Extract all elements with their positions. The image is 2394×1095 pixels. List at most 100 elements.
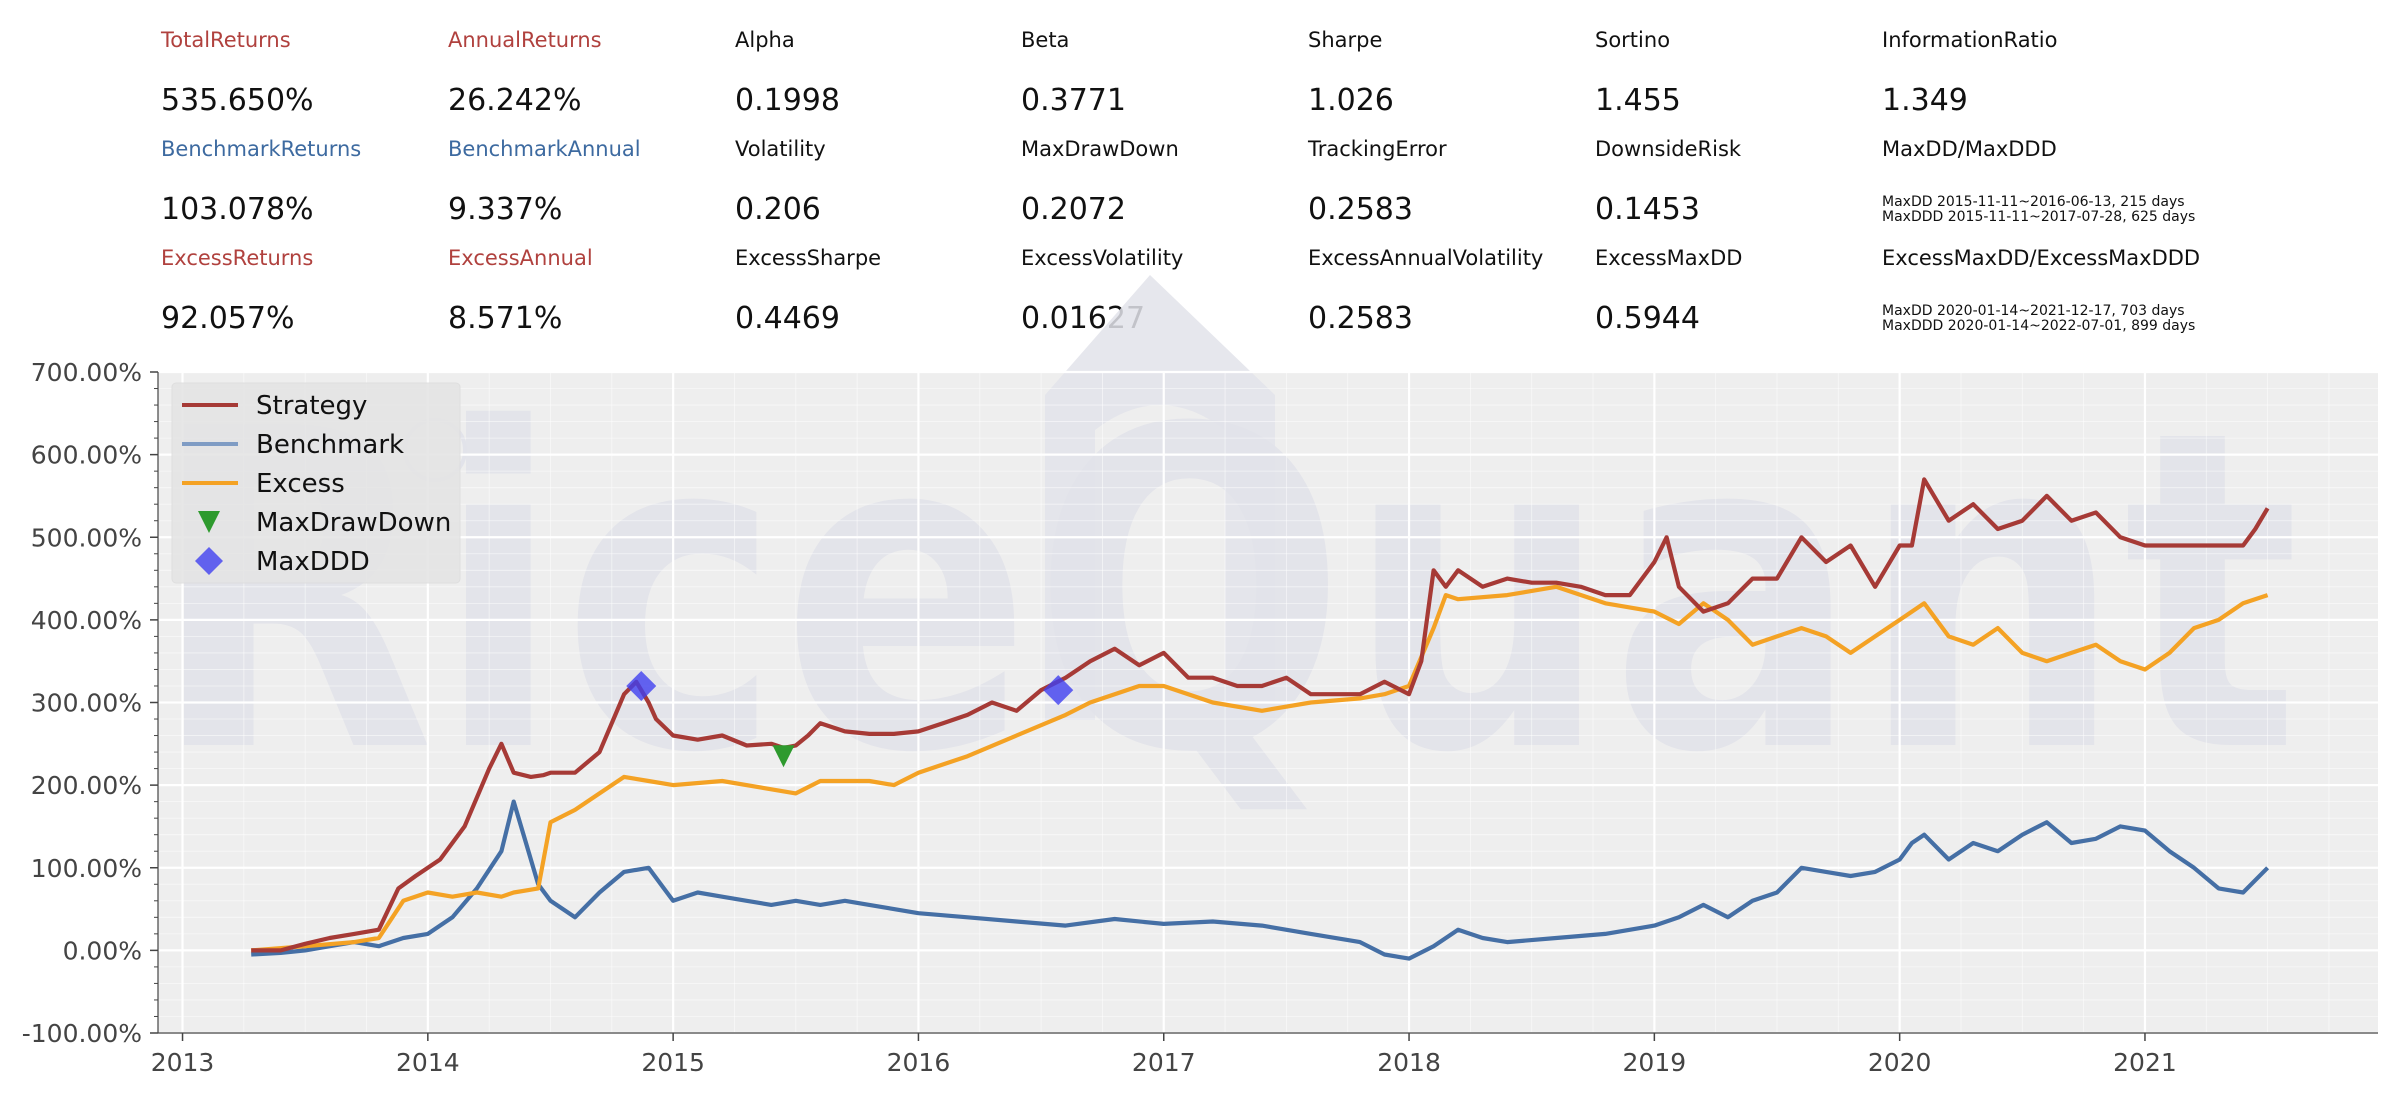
legend: Strategy Benchmark Excess MaxDrawDown MaxDDD: [171, 382, 461, 584]
metric-value: 92.057%: [161, 301, 295, 336]
metric-note-line: MaxDDD 2015-11-11~2017-07-28, 625 days: [1882, 209, 2196, 225]
metric-1-3: MaxDrawDown 0.2072: [1021, 137, 1307, 227]
axes: -100.00% 0.00% 100.00% 200.00% 300.00% 400.00…: [22, 358, 2378, 1077]
metric-label: BenchmarkAnnual: [448, 137, 641, 161]
metric-label: Volatility: [735, 137, 826, 161]
metric-label: BenchmarkReturns: [161, 137, 362, 161]
y-tick-label: 0.00%: [63, 936, 142, 965]
metric-2-6: ExcessMaxDD/ExcessMaxDDD MaxDD 2020-01-14…: [1882, 246, 2201, 334]
legend-swatch: [195, 547, 223, 575]
metric-0-4: Sharpe 1.026: [1308, 28, 1594, 118]
metric-label: Sortino: [1595, 28, 1671, 52]
x-tick-label: 2020: [1868, 1048, 1932, 1077]
x-tick-label: 2019: [1623, 1048, 1687, 1077]
series-excess: [251, 584, 2269, 953]
metric-value: 535.650%: [161, 83, 314, 118]
metric-value: 0.1998: [735, 83, 840, 118]
metric-value: 0.2583: [1308, 192, 1413, 227]
x-tick-label: 2021: [2113, 1048, 2177, 1077]
metric-2-1: ExcessAnnual 8.571%: [448, 246, 734, 336]
metric-label: ExcessMaxDD: [1595, 246, 1743, 270]
metric-value: 0.2583: [1308, 301, 1413, 336]
metric-note-line: MaxDD 2020-01-14~2021-12-17, 703 days: [1882, 303, 2185, 319]
metric-label: TotalReturns: [161, 28, 291, 52]
metric-value: 9.337%: [448, 192, 563, 227]
metric-2-4: ExcessAnnualVolatility 0.2583: [1308, 246, 1594, 336]
y-tick-label: 700.00%: [31, 358, 142, 387]
legend-label: MaxDDD: [256, 547, 370, 577]
y-tick-label: 500.00%: [31, 523, 142, 552]
series-layer: [251, 477, 2270, 961]
x-tick-label: 2016: [887, 1048, 951, 1077]
legend-label: Excess: [256, 469, 345, 499]
grid: [158, 370, 2378, 1035]
metric-2-2: ExcessSharpe 0.4469: [735, 246, 1021, 336]
metric-label: MaxDD/MaxDDD: [1882, 137, 2057, 161]
metric-0-1: AnnualReturns 26.242%: [448, 28, 734, 118]
metric-2-0: ExcessReturns 92.057%: [161, 246, 447, 336]
metric-1-0: BenchmarkReturns 103.078%: [161, 137, 447, 227]
series-benchmark: [251, 799, 2270, 961]
legend-label: Benchmark: [256, 430, 404, 460]
metric-value: 1.026: [1308, 83, 1394, 118]
metric-note: MaxDD 2020-01-14~2021-12-17, 703 days Max…: [1882, 304, 2195, 334]
y-tick-label: -100.00%: [22, 1019, 142, 1048]
metric-note: MaxDD 2015-11-11~2016-06-13, 215 days Max…: [1882, 195, 2195, 225]
y-tick-label: 300.00%: [31, 689, 142, 718]
y-tick-label: 200.00%: [31, 771, 142, 800]
y-tick-label: 100.00%: [31, 854, 142, 883]
legend-label: Strategy: [256, 391, 367, 421]
legend-label: MaxDrawDown: [256, 508, 451, 538]
metric-1-4: TrackingError 0.2583: [1308, 137, 1594, 227]
metric-value: 1.349: [1882, 83, 1968, 118]
legend-swatch: [198, 511, 220, 533]
metric-label: AnnualReturns: [448, 28, 602, 52]
x-tick-label: 2017: [1132, 1048, 1196, 1077]
metric-0-2: Alpha 0.1998: [735, 28, 1021, 118]
marker-maxddd: [1043, 675, 1074, 706]
marker-maxdrawdown: [772, 745, 795, 768]
metric-label: InformationRatio: [1882, 28, 2058, 52]
metric-label: TrackingError: [1308, 137, 1447, 161]
metric-0-3: Beta 0.3771: [1021, 28, 1307, 118]
metric-label: DownsideRisk: [1595, 137, 1742, 161]
x-tick-label: 2018: [1377, 1048, 1441, 1077]
metric-label: ExcessVolatility: [1021, 246, 1184, 270]
metric-value: 26.242%: [448, 83, 582, 118]
marker-layer: [626, 670, 1074, 768]
metric-value: 0.2072: [1021, 192, 1126, 227]
metric-0-5: Sortino 1.455: [1595, 28, 1881, 118]
metric-note-line: MaxDD 2015-11-11~2016-06-13, 215 days: [1882, 194, 2185, 210]
metric-1-5: DownsideRisk 0.1453: [1595, 137, 1881, 227]
metric-value: 0.4469: [735, 301, 840, 336]
metric-value: 0.206: [735, 192, 821, 227]
legend-box: [171, 382, 461, 584]
x-tick-label: 2015: [641, 1048, 705, 1077]
metric-0-6: InformationRatio 1.349: [1882, 28, 2168, 118]
metric-label: ExcessMaxDD/ExcessMaxDDD: [1882, 246, 2201, 270]
x-tick-label: 2014: [396, 1048, 460, 1077]
metric-label: Alpha: [735, 28, 795, 52]
metric-0-0: TotalReturns 535.650%: [161, 28, 447, 118]
series-strategy: [251, 477, 2270, 953]
metric-label: ExcessReturns: [161, 246, 314, 270]
metric-1-2: Volatility 0.206: [735, 137, 1021, 227]
y-tick-label: 600.00%: [31, 441, 142, 470]
x-tick-label: 2013: [151, 1048, 215, 1077]
metric-label: ExcessSharpe: [735, 246, 882, 270]
metric-2-5: ExcessMaxDD 0.5944: [1595, 246, 1881, 336]
metric-label: ExcessAnnual: [448, 246, 593, 270]
y-tick-label: 400.00%: [31, 606, 142, 635]
metric-1-1: BenchmarkAnnual 9.337%: [448, 137, 734, 227]
metric-label: MaxDrawDown: [1021, 137, 1179, 161]
metric-value: 0.3771: [1021, 83, 1126, 118]
metric-note-line: MaxDDD 2020-01-14~2022-07-01, 899 days: [1882, 318, 2196, 334]
metric-1-6: MaxDD/MaxDDD MaxDD 2015-11-11~2016-06-13,…: [1882, 137, 2195, 225]
metric-value: 103.078%: [161, 192, 314, 227]
metric-value: 8.571%: [448, 301, 563, 336]
metric-label: ExcessAnnualVolatility: [1308, 246, 1544, 270]
metric-value: 0.1453: [1595, 192, 1700, 227]
metric-label: Beta: [1021, 28, 1070, 52]
